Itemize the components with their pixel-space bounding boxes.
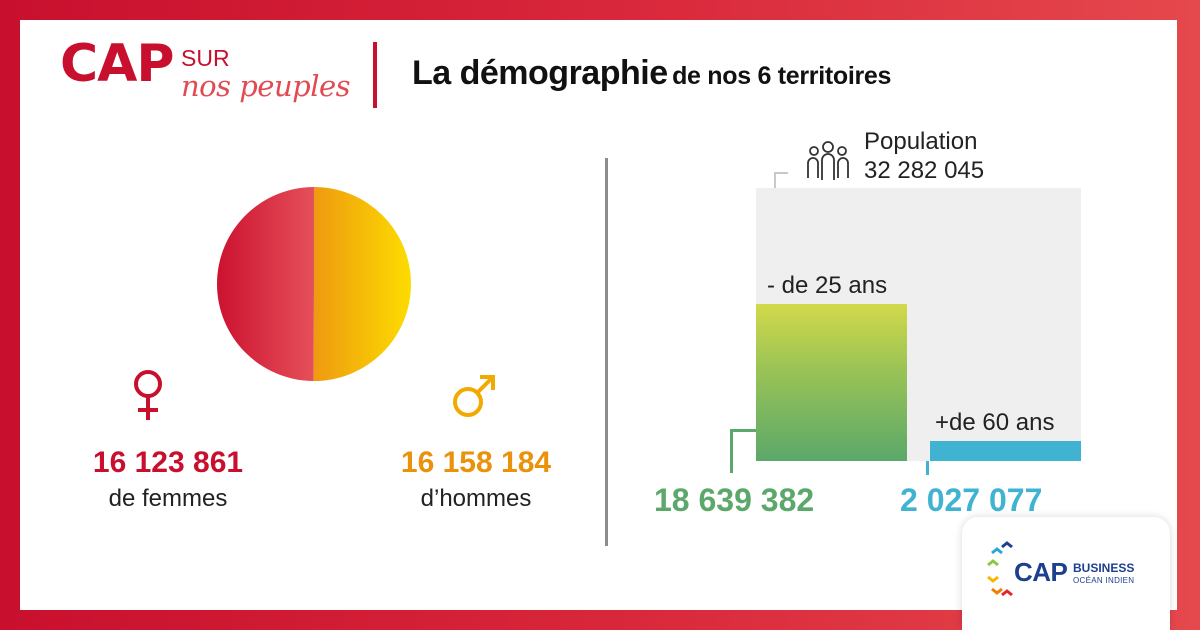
under-25-bar — [756, 304, 907, 461]
over-60-bar — [930, 441, 1081, 461]
women-label: de femmes — [108, 485, 228, 512]
population-connector-vertical — [774, 172, 776, 188]
cap-business-badge: CAP BUSINESS OCÉAN INDIEN — [962, 517, 1170, 630]
gender-pie-chart — [216, 187, 411, 381]
population-label: Population — [864, 128, 978, 155]
over-60-count: 2 027 077 — [900, 482, 1043, 518]
people-group-icon — [807, 141, 849, 180]
male-symbol-icon — [453, 375, 495, 417]
logo-peuples: nos peuples — [181, 69, 351, 103]
page-title: La démographie de nos 6 territoires — [412, 56, 891, 90]
female-symbol-icon — [134, 370, 162, 420]
under-25-connector-horizontal — [730, 429, 756, 432]
logo-sur: SUR — [181, 45, 230, 71]
under-25-connector-vertical — [730, 429, 733, 473]
badge-cap: CAP — [1014, 557, 1068, 587]
under-25-label: - de 25 ans — [767, 272, 888, 299]
cap-business-logo-mark-icon — [987, 541, 1013, 597]
over-60-connector-vertical — [926, 461, 929, 475]
section-divider — [605, 158, 608, 546]
badge-business: BUSINESS — [1073, 561, 1135, 575]
population-value: 32 282 045 — [864, 157, 985, 184]
infographic-card: CAP SUR nos peuples La démographie de no… — [20, 20, 1177, 610]
over-60-label: +de 60 ans — [935, 409, 1055, 436]
men-label: d’hommes — [420, 485, 532, 512]
badge-ocean: OCÉAN INDIEN — [1073, 576, 1135, 585]
under-25-count: 18 639 382 — [654, 482, 815, 518]
men-count: 16 158 184 — [400, 446, 552, 479]
header-divider — [373, 42, 377, 108]
logo-cap: CAP — [60, 34, 175, 94]
pie-slice-men — [313, 187, 411, 381]
women-count: 16 123 861 — [92, 446, 244, 479]
population-connector-horizontal — [774, 172, 788, 174]
title-main: La démographie — [412, 54, 668, 92]
pie-slice-women — [216, 187, 314, 381]
title-sub: de nos 6 territoires — [672, 62, 892, 90]
